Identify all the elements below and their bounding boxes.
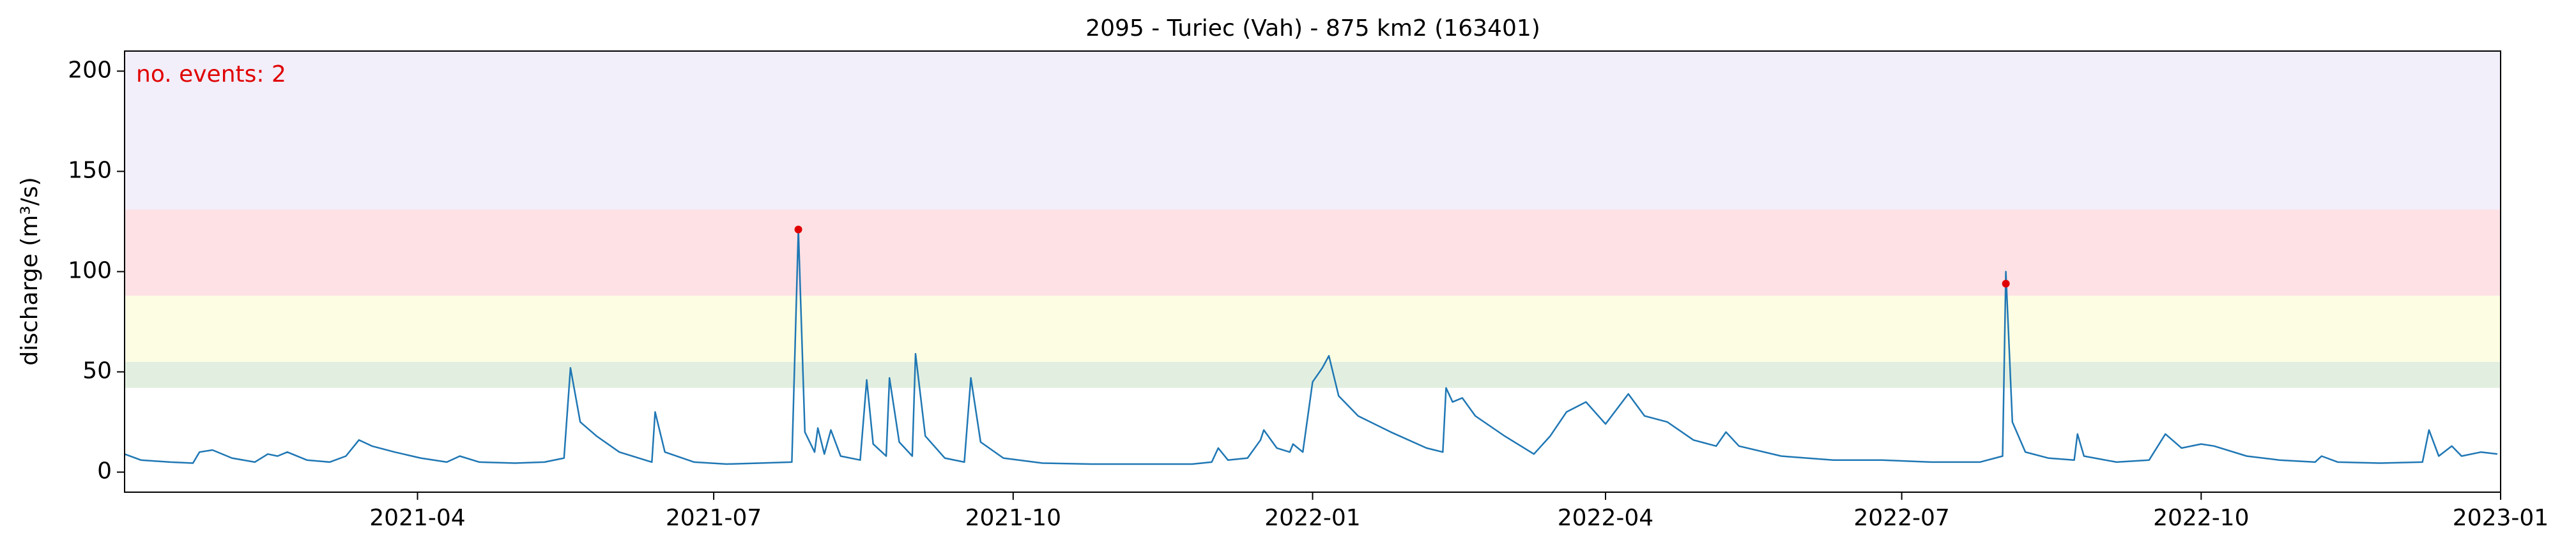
y-tick-label: 0: [97, 458, 112, 485]
discharge-line: [124, 229, 2498, 465]
event-point: [794, 225, 802, 234]
threshold-band: [125, 51, 2501, 210]
x-tick-label: 2022-10: [2153, 505, 2249, 531]
threshold-band: [125, 296, 2501, 362]
y-axis-label: discharge (m³/s): [17, 177, 43, 365]
plot-frame: [124, 50, 2501, 493]
y-tick-label: 100: [68, 258, 112, 284]
y-tick-label: 50: [82, 358, 112, 384]
events-annotation: no. events: 2: [136, 61, 286, 87]
x-tick-label: 2023-01: [2453, 505, 2549, 531]
y-tick-label: 150: [68, 157, 112, 183]
x-tick-label: 2021-04: [369, 505, 465, 531]
chart-title: 2095 - Turiec (Vah) - 875 km2 (163401): [1085, 15, 1540, 41]
x-tick-label: 2022-01: [1264, 505, 1360, 531]
x-tick-label: 2021-10: [965, 505, 1061, 531]
x-tick-label: 2022-07: [1853, 505, 1949, 531]
x-tick-label: 2022-04: [1558, 505, 1653, 531]
y-tick-label: 200: [68, 57, 112, 83]
threshold-band: [125, 209, 2501, 296]
x-tick-label: 2021-07: [666, 505, 762, 531]
event-point: [2002, 280, 2010, 288]
